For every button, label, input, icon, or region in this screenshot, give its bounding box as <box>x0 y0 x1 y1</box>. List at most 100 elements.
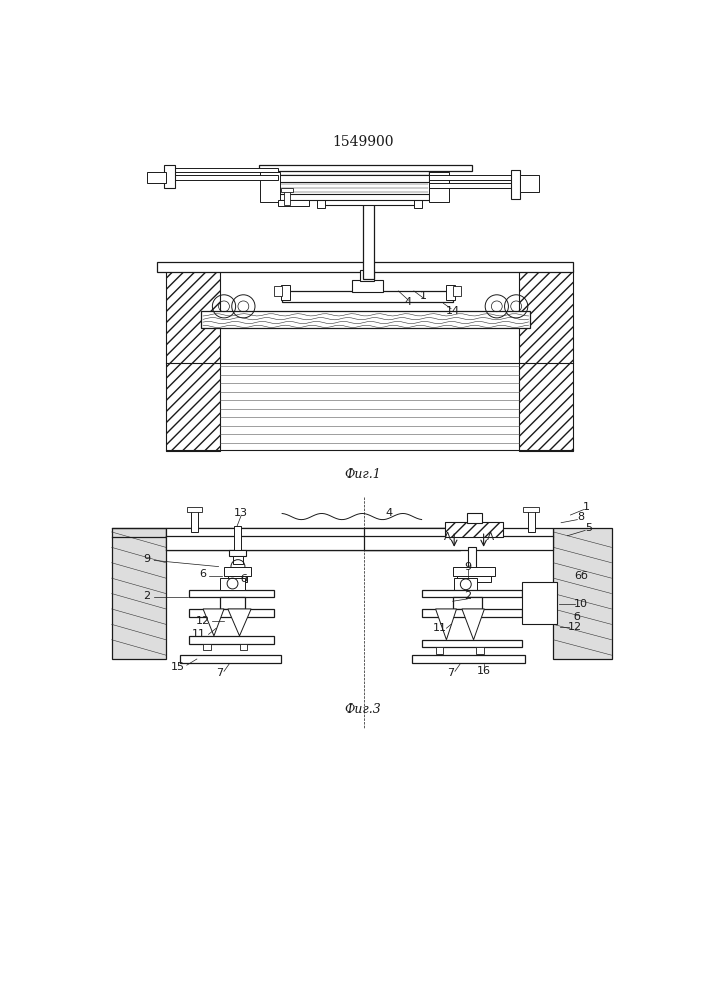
Text: 9: 9 <box>144 554 151 564</box>
Bar <box>274 286 282 296</box>
Bar <box>421 590 522 597</box>
Text: Фиг.1: Фиг.1 <box>344 468 381 481</box>
Bar <box>445 522 503 537</box>
Bar <box>523 507 539 512</box>
Text: 2: 2 <box>464 591 471 601</box>
Bar <box>112 528 166 659</box>
Bar <box>156 262 573 272</box>
Bar <box>522 582 557 624</box>
Bar <box>518 270 573 451</box>
Text: 14: 14 <box>445 306 460 316</box>
Bar <box>476 647 484 654</box>
Bar <box>429 183 515 188</box>
Text: 11: 11 <box>192 629 206 639</box>
Bar <box>174 168 279 172</box>
Bar <box>187 507 202 512</box>
Bar <box>228 576 247 582</box>
Bar <box>180 655 281 663</box>
Bar <box>452 567 495 576</box>
Text: 7: 7 <box>448 668 455 678</box>
Bar <box>230 550 247 556</box>
Bar <box>457 576 491 582</box>
Bar <box>203 644 211 650</box>
Polygon shape <box>203 609 224 636</box>
Bar <box>220 578 245 590</box>
Text: 5: 5 <box>585 523 592 533</box>
Text: 4: 4 <box>405 297 412 307</box>
Bar <box>363 536 554 550</box>
Text: 10: 10 <box>574 599 588 609</box>
Bar <box>281 188 293 192</box>
Bar <box>414 195 421 208</box>
Text: A: A <box>487 532 494 542</box>
Bar <box>421 609 522 617</box>
Text: 1549900: 1549900 <box>332 135 394 149</box>
Text: 2: 2 <box>143 591 150 601</box>
Text: 1: 1 <box>420 291 427 301</box>
Bar <box>520 175 539 192</box>
Bar <box>240 644 247 650</box>
Text: 11: 11 <box>433 623 446 633</box>
Text: б: б <box>240 574 247 584</box>
Bar <box>436 647 443 654</box>
Bar <box>166 270 220 451</box>
Bar <box>352 280 383 292</box>
Bar <box>164 165 175 188</box>
Bar <box>281 285 290 300</box>
Bar <box>421 640 522 647</box>
Bar <box>279 182 429 194</box>
Text: A: A <box>443 532 451 542</box>
Bar <box>174 175 279 180</box>
Bar <box>460 591 469 600</box>
Polygon shape <box>462 609 484 640</box>
Bar <box>189 609 274 617</box>
Bar <box>518 270 573 451</box>
Text: 7: 7 <box>216 668 223 678</box>
Bar <box>452 597 482 609</box>
Bar <box>361 270 374 281</box>
Bar <box>189 636 274 644</box>
Bar <box>468 547 476 570</box>
Bar <box>234 526 241 557</box>
Bar <box>192 509 199 532</box>
Bar <box>429 172 449 202</box>
Text: 12: 12 <box>568 622 582 632</box>
Bar <box>279 200 309 206</box>
Bar <box>279 194 429 200</box>
Bar <box>279 175 429 182</box>
Bar <box>321 199 418 205</box>
Bar <box>146 172 166 183</box>
Bar <box>166 270 220 451</box>
Text: 6: 6 <box>199 569 206 579</box>
Bar <box>224 567 251 576</box>
Bar <box>554 528 612 659</box>
Bar <box>412 655 525 663</box>
Bar <box>220 597 245 609</box>
Text: 8: 8 <box>577 512 584 522</box>
Bar <box>189 590 274 597</box>
Polygon shape <box>436 609 457 640</box>
Bar <box>429 175 515 180</box>
Bar <box>284 189 290 205</box>
Text: 15: 15 <box>170 662 185 672</box>
Bar <box>445 522 503 537</box>
Bar <box>510 170 520 199</box>
Text: 16: 16 <box>477 666 491 676</box>
Bar <box>259 165 472 171</box>
Bar <box>467 513 482 523</box>
Polygon shape <box>228 609 251 636</box>
Bar <box>282 291 452 302</box>
Bar <box>279 168 429 175</box>
Text: 13: 13 <box>234 508 248 518</box>
Bar <box>454 578 477 590</box>
Bar <box>201 311 530 328</box>
Text: 9: 9 <box>464 562 472 572</box>
Bar <box>445 285 455 300</box>
Text: 1: 1 <box>583 502 590 512</box>
Bar <box>453 286 461 296</box>
Bar <box>166 528 460 537</box>
Bar <box>233 556 243 564</box>
Text: 6б: 6б <box>574 571 588 581</box>
Bar <box>363 203 373 279</box>
Text: 12: 12 <box>196 615 210 626</box>
